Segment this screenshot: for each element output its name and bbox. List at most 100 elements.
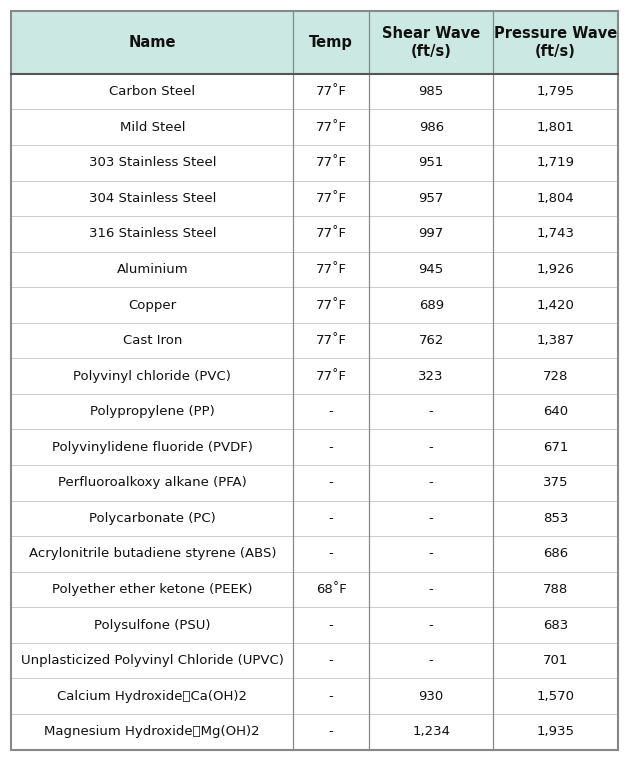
Text: 945: 945 [418,263,444,276]
Text: Unplasticized Polyvinyl Chloride (UPVC): Unplasticized Polyvinyl Chloride (UPVC) [21,654,284,667]
Bar [11,501,618,537]
Text: 951: 951 [418,156,444,169]
Text: Mild Steel: Mild Steel [120,121,185,134]
Text: 686: 686 [543,547,568,560]
Text: 1,420: 1,420 [537,298,574,311]
Bar [11,252,618,287]
Text: -: - [329,654,333,667]
Text: Polyether ether ketone (PEEK): Polyether ether ketone (PEEK) [52,583,253,596]
Text: 1,570: 1,570 [537,689,574,702]
Text: 303 Stainless Steel: 303 Stainless Steel [89,156,216,169]
Text: Polyvinylidene fluoride (PVDF): Polyvinylidene fluoride (PVDF) [52,441,253,454]
Text: 77˚F: 77˚F [316,156,347,169]
Text: Temp: Temp [309,35,353,50]
Text: 728: 728 [543,370,568,383]
Text: -: - [329,619,333,632]
Bar [11,287,618,323]
Text: Calcium Hydroxide、Ca(OH)2: Calcium Hydroxide、Ca(OH)2 [57,689,247,702]
Text: 1,743: 1,743 [537,228,574,240]
Text: 689: 689 [419,298,444,311]
Text: -: - [429,654,433,667]
Text: Perfluoroalkoxy alkane (PFA): Perfluoroalkoxy alkane (PFA) [58,476,247,489]
Text: 77˚F: 77˚F [316,192,347,205]
Text: 957: 957 [418,192,444,205]
Text: 853: 853 [543,512,568,525]
Text: 985: 985 [418,85,444,98]
Text: -: - [329,476,333,489]
Text: -: - [429,512,433,525]
Text: 68˚F: 68˚F [316,583,347,596]
Text: -: - [329,689,333,702]
Bar [11,714,618,750]
Bar [11,358,618,394]
Bar [11,11,618,74]
Text: 762: 762 [418,334,444,347]
Bar [11,394,618,429]
Text: 77˚F: 77˚F [316,121,347,134]
Text: -: - [329,547,333,560]
Text: 304 Stainless Steel: 304 Stainless Steel [89,192,216,205]
Text: Pressure Wave
(ft/s): Pressure Wave (ft/s) [494,26,617,59]
Bar [11,74,618,110]
Text: 1,795: 1,795 [537,85,574,98]
Text: -: - [429,441,433,454]
Bar [11,216,618,252]
Text: 77˚F: 77˚F [316,370,347,383]
Bar [11,679,618,714]
Bar [11,145,618,180]
Text: 77˚F: 77˚F [316,334,347,347]
Text: Aluminium: Aluminium [116,263,188,276]
Bar [11,323,618,358]
Text: Name: Name [128,35,176,50]
Bar [11,537,618,572]
Text: 375: 375 [543,476,568,489]
Text: -: - [429,619,433,632]
Text: -: - [329,512,333,525]
Text: 640: 640 [543,405,568,419]
Text: -: - [429,405,433,419]
Bar [11,465,618,501]
Text: 77˚F: 77˚F [316,298,347,311]
Text: Cast Iron: Cast Iron [123,334,182,347]
Text: Acrylonitrile butadiene styrene (ABS): Acrylonitrile butadiene styrene (ABS) [28,547,276,560]
Text: 1,804: 1,804 [537,192,574,205]
Text: 997: 997 [418,228,444,240]
Text: Polyvinyl chloride (PVC): Polyvinyl chloride (PVC) [74,370,231,383]
Text: -: - [329,441,333,454]
Text: 77˚F: 77˚F [316,228,347,240]
Text: -: - [429,476,433,489]
Text: Carbon Steel: Carbon Steel [109,85,196,98]
Text: Polysulfone (PSU): Polysulfone (PSU) [94,619,211,632]
Text: 77˚F: 77˚F [316,263,347,276]
Bar [11,429,618,465]
Text: Shear Wave
(ft/s): Shear Wave (ft/s) [382,26,481,59]
Text: -: - [429,547,433,560]
Text: Polypropylene (PP): Polypropylene (PP) [90,405,214,419]
Text: 683: 683 [543,619,568,632]
Text: -: - [429,583,433,596]
Text: Magnesium Hydroxide、Mg(OH)2: Magnesium Hydroxide、Mg(OH)2 [45,725,260,738]
Bar [11,607,618,643]
Text: 316 Stainless Steel: 316 Stainless Steel [89,228,216,240]
Bar [11,572,618,607]
Text: 1,926: 1,926 [537,263,574,276]
Text: 1,387: 1,387 [537,334,574,347]
Text: Copper: Copper [128,298,176,311]
Text: 788: 788 [543,583,568,596]
Text: 1,719: 1,719 [537,156,574,169]
Text: Polycarbonate (PC): Polycarbonate (PC) [89,512,216,525]
Text: 930: 930 [418,689,444,702]
Text: 323: 323 [418,370,444,383]
Text: 1,234: 1,234 [412,725,450,738]
Bar [11,110,618,145]
Text: -: - [329,725,333,738]
Text: 671: 671 [543,441,568,454]
Text: 1,801: 1,801 [537,121,574,134]
Text: 77˚F: 77˚F [316,85,347,98]
Bar [11,643,618,679]
Text: 1,935: 1,935 [537,725,574,738]
Text: 986: 986 [419,121,444,134]
Text: 701: 701 [543,654,568,667]
Text: -: - [329,405,333,419]
Bar [11,180,618,216]
